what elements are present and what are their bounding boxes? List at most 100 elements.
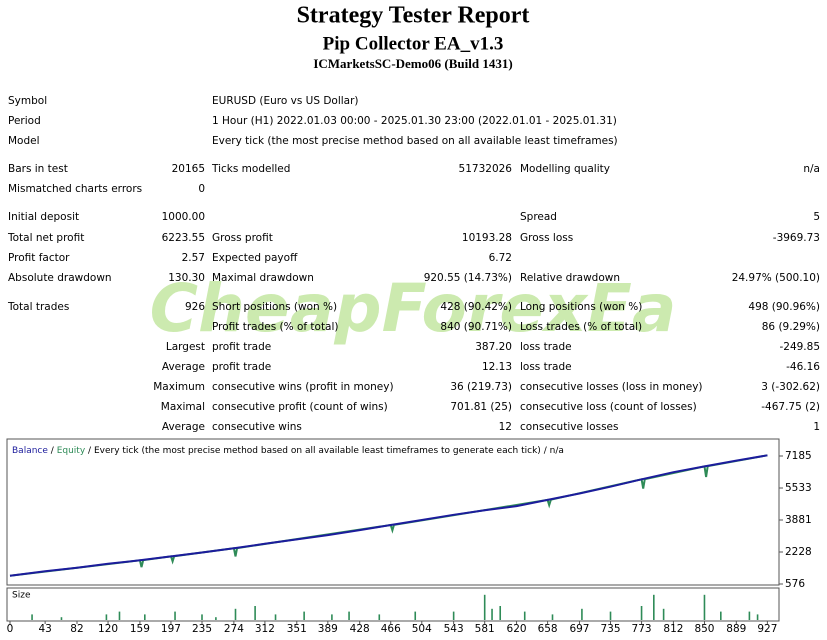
stat-cell: 920.55 (14.73%) (424, 272, 512, 284)
y-tick-label: 3881 (785, 514, 812, 526)
info-label: Model (8, 135, 40, 147)
size-bar (31, 614, 33, 620)
x-tick-label: 812 (663, 623, 683, 635)
size-bar (303, 611, 305, 620)
server-name: ICMarketsSC-Demo06 (Build 1431) (313, 56, 512, 71)
stat-cell: profit trade (212, 341, 271, 353)
stat-cell: 2.57 (182, 252, 205, 264)
size-bar (118, 611, 121, 620)
stat-cell: Relative drawdown (520, 272, 620, 284)
stat-cell: 3 (-302.62) (761, 381, 820, 393)
x-tick-label: 620 (507, 623, 527, 635)
size-bar (201, 614, 203, 620)
stat-cell: Modelling quality (520, 163, 610, 175)
x-tick-label: 312 (255, 623, 275, 635)
info-label: Symbol (8, 95, 47, 107)
stat-cell: Maximal (161, 401, 205, 413)
size-title: Size (12, 591, 31, 601)
x-tick-label: 543 (444, 623, 464, 635)
stat-cell: Gross profit (212, 232, 273, 244)
stat-cell: 130.30 (168, 272, 205, 284)
stat-cell: -3969.73 (773, 232, 820, 244)
size-bar (414, 611, 417, 620)
stat-cell: 840 (90.71%) (440, 321, 512, 333)
x-tick-label: 889 (726, 623, 746, 635)
stat-cell: Short positions (won %) (212, 301, 337, 313)
stat-cell: 20165 (172, 163, 205, 175)
size-bar (234, 608, 237, 620)
size-frame (6, 587, 780, 622)
stat-cell: -249.85 (779, 341, 820, 353)
x-tick-label: 389 (318, 623, 338, 635)
size-bar (254, 606, 256, 620)
x-tick-label: 581 (475, 623, 495, 635)
stat-cell: Average (162, 361, 205, 373)
stat-cell: loss trade (520, 341, 572, 353)
stat-cell: 387.20 (475, 341, 512, 353)
size-bar (756, 614, 759, 620)
stat-cell: 1000.00 (162, 211, 205, 223)
stat-cell: 12.13 (482, 361, 512, 373)
stat-cell: Mismatched charts errors (8, 183, 142, 195)
size-bar (452, 611, 455, 620)
y-tick-label: 7185 (785, 450, 812, 462)
stat-cell: 24.97% (500.10) (732, 272, 820, 284)
stat-cell: Average (162, 421, 205, 433)
size-bar (581, 608, 583, 620)
stat-cell: Expected payoff (212, 252, 298, 264)
stat-cell: Total trades (7, 301, 69, 313)
x-tick-label: 773 (632, 623, 652, 635)
size-bar (144, 614, 146, 620)
size-bar (499, 606, 502, 620)
stat-cell: Spread (520, 211, 557, 223)
info-value: Every tick (the most precise method base… (212, 135, 618, 147)
x-tick-label: 504 (412, 623, 432, 635)
x-tick-label: 658 (538, 623, 558, 635)
x-tick-label: 43 (38, 623, 51, 635)
watermark: CheapForexEa (150, 270, 677, 347)
stat-cell: 36 (219.73) (450, 381, 512, 393)
stat-cell: Initial deposit (8, 211, 79, 223)
size-bar (662, 608, 665, 620)
info-value: 1 Hour (H1) 2022.01.03 00:00 - 2025.01.3… (212, 115, 617, 127)
stat-cell: -467.75 (2) (761, 401, 820, 413)
stat-cell: consecutive profit (count of wins) (212, 401, 388, 413)
size-bar (491, 608, 493, 620)
stat-cell: 926 (185, 301, 205, 313)
stat-cell: 498 (90.96%) (748, 301, 820, 313)
size-bar (215, 617, 217, 620)
legend: Balance / Equity / Every tick (the most … (12, 446, 564, 456)
stat-cell: consecutive wins (profit in money) (212, 381, 394, 393)
stat-cell: consecutive wins (212, 421, 302, 433)
x-tick-label: 82 (70, 623, 83, 635)
stat-cell: 428 (90.42%) (440, 301, 512, 313)
stat-cell: n/a (803, 163, 820, 175)
size-bar (720, 611, 722, 620)
legend-note: Every tick (the most precise method base… (94, 446, 541, 456)
stat-cell: -46.16 (786, 361, 820, 373)
x-tick-label: 735 (600, 623, 620, 635)
x-tick-label: 235 (192, 623, 212, 635)
stat-cell: Gross loss (520, 232, 573, 244)
stat-cell: Absolute drawdown (8, 272, 112, 284)
size-bar (274, 614, 277, 620)
size-bar (523, 611, 526, 620)
stat-cell: Total net profit (7, 232, 84, 244)
size-bar (378, 614, 381, 620)
stat-cell: consecutive losses (520, 421, 618, 433)
stat-cell: 6.72 (489, 252, 512, 264)
y-tick-label: 5533 (785, 482, 812, 494)
x-tick-label: 0 (7, 623, 14, 635)
size-bar (174, 611, 176, 620)
stat-cell: consecutive loss (count of losses) (520, 401, 697, 413)
stat-cell: 51732026 (459, 163, 513, 175)
size-bar (703, 594, 706, 620)
legend-separator: / (51, 446, 55, 456)
stat-cell: 0 (198, 183, 205, 195)
stat-cell: 86 (9.29%) (762, 321, 820, 333)
size-bar (105, 614, 108, 620)
stat-cell: 701.81 (25) (450, 401, 512, 413)
x-tick-label: 351 (287, 623, 307, 635)
x-tick-label: 428 (350, 623, 370, 635)
